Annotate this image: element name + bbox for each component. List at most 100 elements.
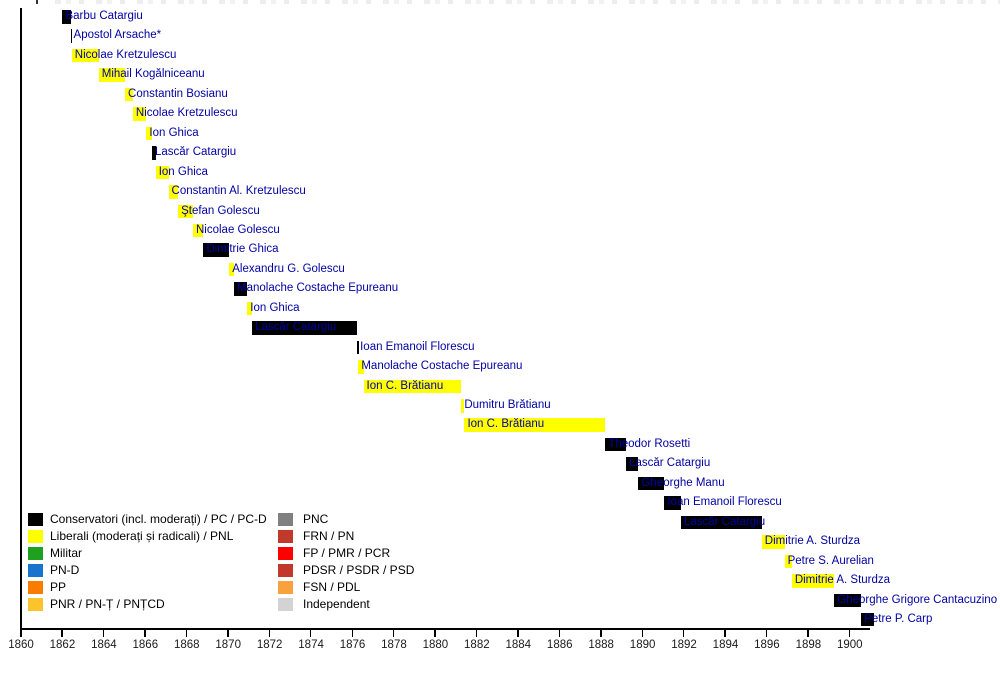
x-axis-tick — [268, 629, 271, 637]
timeline-bar-label[interactable]: Constantin Bosianu — [128, 87, 228, 100]
x-axis-tick-label: 1894 — [712, 639, 739, 651]
timeline-bar — [861, 612, 874, 627]
x-axis-tick-label: 1878 — [381, 639, 407, 651]
legend-label: Conservatori (incl. moderați) / PC / PC-… — [50, 512, 267, 526]
timeline-bar-label[interactable]: Ion C. Brătianu — [467, 418, 545, 431]
timeline-bar-label[interactable]: Ion C. Brătianu — [366, 379, 444, 392]
x-axis-tick — [558, 629, 561, 637]
x-axis-tick-label: 1898 — [795, 639, 822, 651]
timeline-bar — [178, 204, 193, 218]
timeline-bar-label[interactable]: Barbu Catargiu — [65, 10, 143, 22]
timeline-bar — [146, 126, 152, 141]
timeline-bar — [71, 48, 99, 63]
timeline-bar-label[interactable]: Ioan Emanoil Florescu — [360, 340, 475, 353]
timeline-bar-label[interactable]: Lascăr Catargiu — [154, 146, 237, 159]
legend-swatch — [278, 513, 293, 526]
x-axis-tick — [351, 629, 353, 637]
legend-swatch — [278, 598, 293, 611]
x-axis-tick-label: 1886 — [546, 639, 573, 651]
timeline-bar-label[interactable]: Ion Ghica — [250, 301, 300, 314]
x-axis-line — [20, 628, 870, 630]
timeline-bar-label[interactable]: Gheorghe Manu — [641, 476, 725, 489]
timeline-bar — [252, 321, 358, 335]
timeline-bar — [357, 340, 359, 355]
timeline-bar-label[interactable]: Constantin Al. Kretzulescu — [171, 185, 306, 198]
timeline-bar — [461, 399, 465, 413]
x-axis-tick — [185, 629, 188, 637]
timeline-bar — [132, 107, 147, 121]
timeline-bar-label[interactable]: Ştefan Golescu — [181, 204, 260, 217]
timeline-bar-label[interactable]: Ion Ghica — [149, 126, 199, 139]
x-axis-tick — [807, 629, 809, 637]
timeline-bar-label[interactable]: Manolache Costache Epureanu — [361, 360, 523, 373]
x-axis-tick-label: 1864 — [91, 639, 117, 651]
x-axis-tick-label: 1892 — [671, 639, 697, 651]
timeline-bar-label[interactable]: Apostol Arsache* — [73, 29, 162, 42]
x-axis-tick — [102, 629, 105, 637]
legend-swatch — [278, 564, 293, 577]
timeline-bar — [626, 457, 639, 471]
x-axis-tick — [227, 629, 229, 637]
legend-swatch — [28, 530, 43, 543]
legend-label: FSN / PDL — [303, 580, 361, 594]
legend-label: Militar — [50, 546, 82, 560]
x-axis-tick-label: 1872 — [256, 639, 283, 651]
x-axis-tick-label: 1862 — [49, 639, 76, 651]
timeline-bar-label[interactable]: Manolache Costache Epureanu — [237, 282, 399, 295]
legend-label: PN-D — [50, 563, 80, 577]
timeline-bar-label[interactable]: Ion Ghica — [158, 165, 208, 178]
x-axis-tick — [310, 629, 312, 637]
timeline-bar-label[interactable]: Petre P. Carp — [864, 612, 933, 625]
timeline-bar-label[interactable]: Lascăr Catargiu — [255, 321, 337, 334]
legend-label: PNC — [303, 512, 329, 526]
timeline-bar-label[interactable]: Dimitrie A. Sturdza — [794, 574, 891, 587]
timeline-bar — [229, 262, 235, 277]
timeline-bar — [791, 574, 835, 588]
timeline-bar — [203, 243, 230, 257]
timeline-bar-label[interactable]: Lascăr Catargiu — [629, 457, 711, 470]
x-axis-tick — [475, 629, 478, 637]
timeline-bar-label[interactable]: Nicolae Golescu — [196, 223, 280, 236]
timeline-bar — [98, 68, 126, 82]
timeline-bar — [664, 496, 681, 510]
legend-swatch — [28, 547, 43, 560]
timeline-bar-label[interactable]: Petre S. Aurelian — [787, 554, 874, 567]
timeline-bar — [358, 360, 364, 374]
timeline-bar — [605, 437, 627, 452]
timeline-bar-label[interactable]: Nicolae Kretzulescu — [74, 48, 177, 61]
timeline-bar — [151, 146, 156, 160]
timeline-bar — [464, 418, 606, 432]
x-axis-tick-label: 1888 — [588, 639, 614, 651]
timeline-bar-label[interactable]: Gheorghe Grigore Cantacuzino — [837, 593, 998, 606]
legend-label: FP / PMR / PCR — [303, 546, 391, 560]
legend-swatch — [278, 530, 293, 543]
x-axis-tick-label: 1870 — [215, 639, 241, 651]
legend-swatch — [28, 513, 43, 526]
legend-swatch — [28, 598, 43, 611]
legend-label: Independent — [303, 597, 370, 611]
timeline-bar — [193, 223, 204, 238]
x-axis-tick-label: 1880 — [422, 639, 449, 651]
timeline-bar-label[interactable]: Lascăr Catargiu — [683, 515, 766, 528]
timeline-bar — [62, 10, 71, 24]
timeline-bar — [70, 29, 73, 43]
timeline-bar-label[interactable]: Theodor Rosetti — [608, 437, 691, 450]
x-axis-tick-label: 1868 — [173, 639, 200, 651]
timeline-bar-label[interactable]: Ioan Emanoil Florescu — [667, 496, 782, 509]
timeline-bar-label[interactable]: Dumitru Brătianu — [464, 399, 551, 411]
legend-swatch — [278, 547, 293, 560]
x-axis-tick — [600, 629, 602, 637]
x-axis-tick-label: 1900 — [837, 639, 863, 651]
timeline-bar-label[interactable]: Alexandru G. Golescu — [232, 262, 345, 275]
timeline-bar — [761, 535, 785, 549]
timeline-bar-label[interactable]: Nicolae Kretzulescu — [135, 107, 238, 120]
timeline-bar — [168, 185, 179, 199]
timeline-bar-label[interactable]: Dimitrie Ghica — [206, 243, 279, 256]
timeline-bar-label[interactable]: Dimitrie A. Sturdza — [764, 535, 860, 548]
x-axis-tick — [144, 629, 146, 637]
timeline-bar — [125, 87, 133, 102]
legend-swatch — [28, 581, 43, 594]
x-axis-tick — [517, 629, 519, 637]
timeline-bar-label[interactable]: Mihail Kogălniceanu — [101, 68, 205, 81]
